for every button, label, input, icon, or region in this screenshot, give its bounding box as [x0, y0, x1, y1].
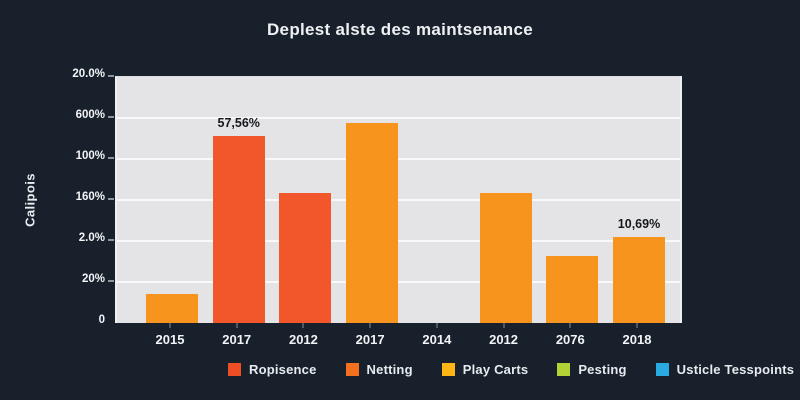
y-tick-mark — [108, 116, 114, 118]
legend-label: Netting — [366, 362, 413, 377]
x-tick-label: 2076 — [555, 332, 585, 347]
y-tick-label: 160% — [75, 191, 105, 203]
x-tick-label: 2017 — [222, 332, 252, 347]
y-tick-mark — [108, 198, 114, 200]
legend-item: Netting — [345, 362, 413, 377]
legend: Ropisence Netting Play Carts Pesting Usticle… — [228, 362, 794, 377]
x-tick-label: 2015 — [155, 332, 185, 347]
x-tick-mark — [369, 323, 372, 328]
y-tick-mark — [108, 157, 114, 159]
x-tick-mark — [435, 323, 438, 328]
legend-label: Play Carts — [462, 362, 529, 377]
bar-2018-7 — [613, 236, 665, 323]
bar-value-label: 57,56% — [217, 116, 260, 131]
legend-item: Play Carts — [441, 362, 529, 377]
y-tick-mark — [108, 239, 114, 241]
bar-2017-1 — [212, 136, 265, 323]
x-tick-label: 2018 — [622, 332, 652, 347]
legend-label: Usticle Tesspoints — [676, 362, 795, 377]
x-tick-mark — [569, 323, 572, 328]
legend-swatch-icon — [345, 363, 359, 376]
bar-2015-0 — [146, 293, 198, 323]
legend-item: Ropisence — [228, 362, 317, 377]
y-tick-label: 600% — [75, 109, 105, 121]
legend-swatch-icon — [557, 363, 571, 376]
gridline — [117, 117, 680, 119]
y-tick-mark — [108, 75, 114, 77]
legend-label: Ropisence — [249, 362, 317, 377]
bar-2012-2 — [279, 193, 332, 323]
bar-value-label: 10,69% — [617, 216, 661, 231]
chart-title: Deplest alste des maintsenance — [266, 20, 533, 39]
y-tick-label: 2.0% — [78, 232, 105, 244]
y-tick-mark — [108, 280, 114, 282]
legend-label: Pesting — [578, 362, 627, 377]
plot-area: 57,56% 10,69% — [115, 76, 682, 323]
y-tick-label: 20.0% — [72, 68, 105, 80]
y-tick-label: 20% — [81, 273, 105, 285]
gridline — [117, 281, 680, 283]
x-tick-mark — [302, 323, 305, 328]
gridline — [117, 240, 680, 242]
bar-2017-3 — [346, 123, 399, 323]
x-tick-mark — [502, 323, 505, 328]
legend-item: Usticle Tesspoints — [655, 362, 795, 377]
x-tick-mark — [169, 323, 171, 328]
bar-2076-6 — [546, 256, 599, 323]
x-tick-label: 2014 — [422, 332, 452, 347]
gridline — [117, 158, 680, 160]
legend-item: Pesting — [557, 362, 626, 377]
x-tick-mark — [636, 323, 638, 328]
x-tick-label: 2017 — [355, 332, 385, 347]
legend-swatch-icon — [228, 363, 241, 376]
x-tick-label: 2012 — [489, 332, 519, 347]
bar-2012-5 — [479, 193, 532, 323]
gridline — [117, 199, 680, 201]
x-tick-mark — [235, 323, 238, 328]
y-tick-label: 0 — [98, 314, 105, 326]
legend-swatch-icon — [441, 363, 455, 376]
x-tick-label: 2012 — [288, 332, 318, 347]
legend-swatch-icon — [655, 363, 669, 376]
y-tick-label: 100% — [75, 150, 105, 162]
